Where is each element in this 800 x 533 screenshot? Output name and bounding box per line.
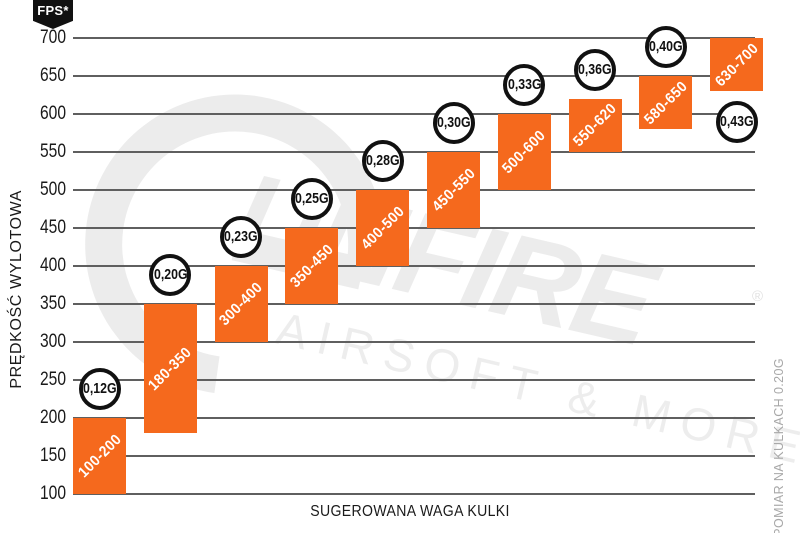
weight-bubble: 0,36G <box>574 48 617 91</box>
y-tick-label: 250 <box>40 369 66 390</box>
weight-bubble: 0,40G <box>644 26 687 68</box>
y-gridline <box>73 303 755 305</box>
y-gridline <box>73 417 755 419</box>
weight-bubble: 0,12G <box>78 368 121 410</box>
range-bar: 100-200 <box>73 418 126 494</box>
bar-range-label: 300-400 <box>216 278 267 330</box>
bar-range-label: 450-550 <box>428 164 479 216</box>
bar-range-label: 350-450 <box>286 240 337 292</box>
range-bar: 450-550 <box>427 152 480 228</box>
bar-range-label: 630-700 <box>711 39 762 90</box>
bar-range-label: 400-500 <box>357 202 408 254</box>
y-gridline <box>73 151 755 153</box>
y-gridline <box>73 37 755 39</box>
y-gridline <box>73 265 755 267</box>
range-bar: 180-350 <box>143 304 197 434</box>
fps-unit-badge: FPS* <box>33 0 73 29</box>
y-gridline <box>73 455 755 457</box>
range-bar: 500-600 <box>497 114 551 190</box>
y-gridline <box>73 379 755 381</box>
bar-range-label: 580-650 <box>640 77 691 128</box>
y-tick-label: 650 <box>40 65 66 86</box>
range-bar: 350-450 <box>285 228 339 304</box>
range-bar: 300-400 <box>214 266 268 342</box>
registered-trademark-icon: ® <box>752 288 764 305</box>
weight-bubble-label: 0,20G <box>153 267 188 283</box>
y-tick-label: 150 <box>40 445 66 466</box>
bar-range-label: 100-200 <box>74 430 125 482</box>
weight-bubble-label: 0,43G <box>719 114 754 131</box>
weight-bubble-label: 0,25G <box>295 191 329 207</box>
weight-bubble-label: 0,12G <box>82 381 117 397</box>
y-gridline <box>73 75 755 77</box>
range-bar: 400-500 <box>356 190 410 266</box>
weight-bubble-label: 0,33G <box>507 77 542 93</box>
measurement-footnote: *POMIAR NA KULKACH 0.20G <box>772 358 786 533</box>
y-tick-label: 300 <box>40 331 66 352</box>
y-tick-label: 400 <box>40 255 66 276</box>
weight-bubble: 0,33G <box>503 64 546 106</box>
weight-bubble-label: 0,30G <box>436 115 471 131</box>
weight-bubble: 0,28G <box>361 140 404 182</box>
bar-range-label: 550-620 <box>570 100 621 151</box>
weight-bubble: 0,25G <box>290 178 333 220</box>
weight-bubble: 0,30G <box>432 102 475 144</box>
y-gridline <box>73 493 755 495</box>
bar-range-label: 180-350 <box>145 343 196 394</box>
y-tick-label: 600 <box>40 103 66 124</box>
range-bar: 550-620 <box>568 98 622 152</box>
weight-bubble-label: 0,36G <box>578 61 612 78</box>
weight-bubble: 0,20G <box>149 254 192 296</box>
y-gridline <box>73 341 755 343</box>
weight-bubble: 0,23G <box>220 216 263 258</box>
y-tick-label: 100 <box>40 483 66 504</box>
y-tick-label: 500 <box>40 179 66 200</box>
y-gridline <box>73 189 755 191</box>
x-axis-title: SUGEROWANA WAGA KULKI <box>310 503 510 520</box>
y-tick-label: 450 <box>40 217 66 238</box>
y-tick-label: 200 <box>40 407 66 428</box>
range-bar: 630-700 <box>710 38 764 92</box>
weight-bubble-label: 0,28G <box>365 153 400 169</box>
weight-bubble-label: 0,23G <box>224 229 258 245</box>
y-tick-label: 350 <box>40 293 66 314</box>
weight-bubble: 0,43G <box>715 101 758 144</box>
y-tick-label: 700 <box>40 27 66 48</box>
weight-bubble-label: 0,40G <box>649 39 683 55</box>
bar-range-label: 500-600 <box>499 126 550 178</box>
y-tick-label: 550 <box>40 141 66 162</box>
range-bar: 580-650 <box>639 76 693 130</box>
y-gridline <box>73 113 755 115</box>
y-gridline <box>73 227 755 229</box>
